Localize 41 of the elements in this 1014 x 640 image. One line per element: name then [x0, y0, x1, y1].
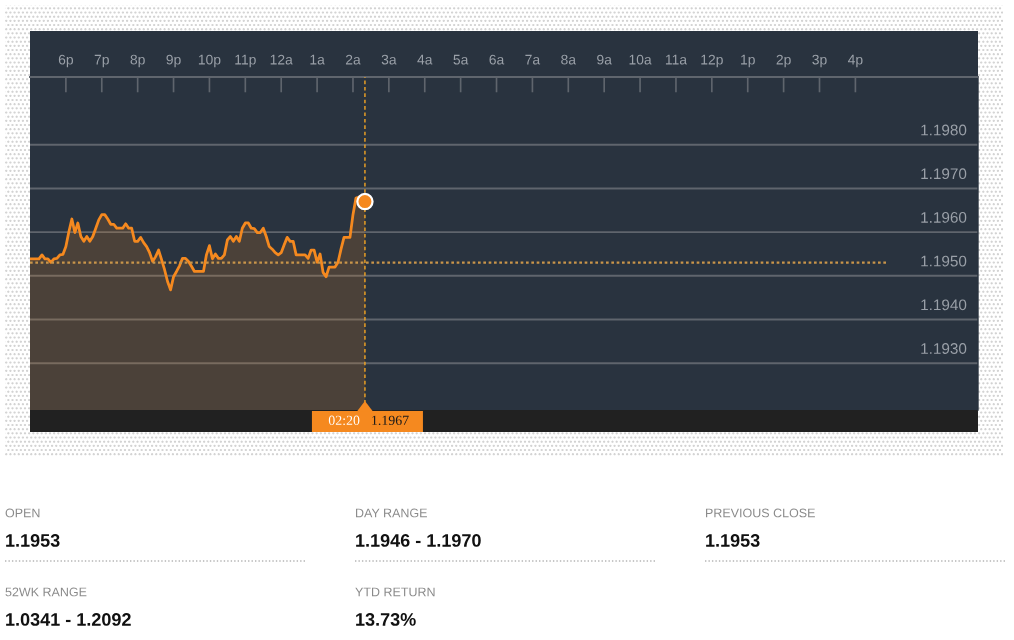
x-tick-label: 1p — [741, 54, 755, 68]
text: 1.1953 — [6, 534, 60, 547]
x-tick-label: 6a — [489, 54, 505, 65]
y-tick-label: 1.1930 — [921, 343, 967, 354]
y-tick-label: 1.1960 — [921, 212, 967, 223]
x-tick-label: 12a — [270, 54, 293, 65]
y-tick-label: 1.1940 — [921, 299, 967, 311]
text: 1.1953 — [706, 534, 760, 547]
y-tick-label: 1.1980 — [921, 124, 967, 136]
x-tick-label: 7p — [94, 54, 109, 68]
text: 02:20 — [328, 415, 360, 426]
x-tick-label: 2p — [776, 54, 791, 68]
text: PREVIOUS CLOSE — [706, 508, 815, 518]
text: DAY RANGE — [356, 508, 427, 518]
text: OPEN — [5, 508, 40, 518]
x-tick-label: 5a — [453, 54, 469, 65]
x-tick-label: 1a — [310, 54, 325, 65]
text: YTD RETURN — [355, 587, 435, 597]
x-tick-label: 8p — [130, 54, 145, 68]
x-tick-label: 10a — [629, 54, 652, 65]
x-tick-label: 3a — [381, 54, 397, 65]
x-tick-label: 8a — [561, 54, 577, 65]
text: 13.73% — [356, 613, 416, 626]
text: 52WK RANGE — [5, 587, 87, 597]
text: 1.1967 — [372, 415, 409, 426]
x-tick-label: 10p — [198, 54, 221, 68]
x-tick-label: 12p — [701, 54, 723, 68]
x-tick-label: 7a — [525, 54, 541, 65]
text: 1.1946 - 1.1970 — [356, 534, 481, 547]
x-tick-label: 2a — [345, 54, 361, 65]
x-tick-label: 11a — [665, 54, 688, 65]
x-tick-label: 6p — [58, 54, 74, 68]
y-tick-label: 1.1970 — [921, 168, 967, 180]
x-tick-label: 3p — [812, 54, 827, 68]
text: 1.0341 - 1.2092 — [6, 613, 131, 626]
x-tick-label: 4a — [417, 54, 433, 65]
y-tick-label: 1.1950 — [921, 255, 967, 267]
x-tick-label: 4p — [847, 54, 863, 68]
x-tick-label: 9a — [597, 54, 612, 65]
x-tick-label: 11p — [235, 54, 256, 68]
x-tick-label: 9p — [166, 54, 181, 68]
